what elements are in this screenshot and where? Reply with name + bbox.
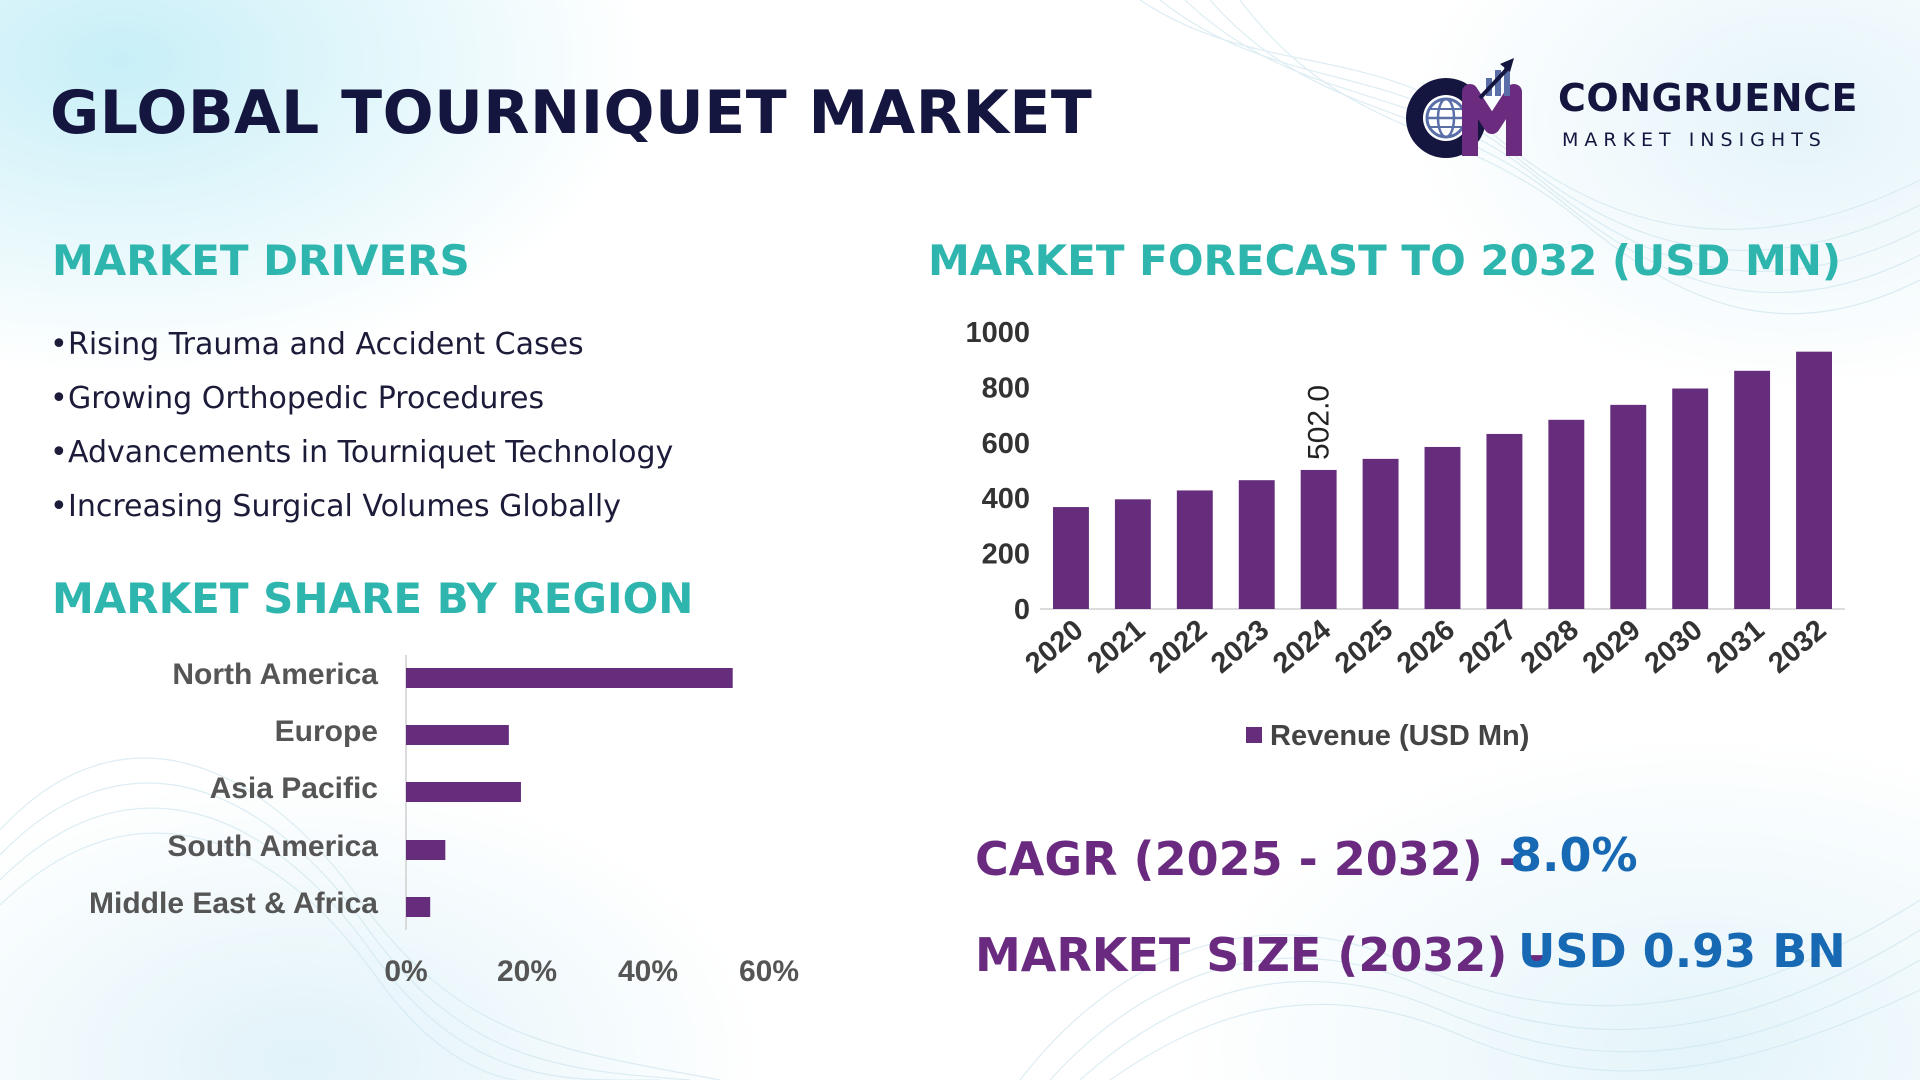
region-bar-middle-east-africa bbox=[406, 897, 431, 917]
forecast-ytick: 0 bbox=[1014, 594, 1030, 626]
region-tick-0: 0% bbox=[384, 955, 428, 988]
forecast-ytick: 800 bbox=[982, 372, 1030, 404]
region-label-south-america: South America bbox=[167, 830, 378, 863]
region-tick-40: 40% bbox=[617, 955, 679, 988]
region-label-europe: Europe bbox=[274, 715, 378, 748]
legend-label: Revenue (USD Mn) bbox=[1270, 720, 1529, 752]
logo-mark-icon bbox=[1406, 58, 1522, 158]
forecast-bar-2020 bbox=[1053, 507, 1089, 609]
forecast-bar-2032 bbox=[1796, 351, 1832, 609]
region-tick-60: 60% bbox=[738, 955, 800, 988]
region-bar-asia-pacific bbox=[406, 782, 521, 802]
forecast-xtick-2028: 2028 bbox=[1515, 614, 1585, 680]
forecast-bar-2023 bbox=[1238, 480, 1275, 609]
forecast-xtick-2022: 2022 bbox=[1143, 614, 1213, 680]
drivers-title: MARKET DRIVERS bbox=[52, 236, 470, 285]
market-size-value: USD 0.93 BN bbox=[1518, 924, 1846, 978]
region-bar-europe bbox=[406, 725, 509, 745]
forecast-ytick: 200 bbox=[982, 539, 1030, 571]
forecast-xtick-2024: 2024 bbox=[1267, 614, 1337, 680]
forecast-bar-2025 bbox=[1362, 458, 1399, 609]
region-label-north-america: North America bbox=[172, 658, 378, 691]
drivers-list: •Rising Trauma and Accident Cases •Growi… bbox=[50, 322, 673, 538]
brand-name: CONGRUENCE bbox=[1558, 76, 1858, 120]
forecast-xtick-2030: 2030 bbox=[1639, 614, 1709, 680]
forecast-bar-2024 bbox=[1300, 469, 1337, 609]
forecast-xtick-2026: 2026 bbox=[1391, 614, 1461, 680]
page-title: GLOBAL TOURNIQUET MARKET bbox=[50, 78, 1093, 148]
brand-tagline: MARKET INSIGHTS bbox=[1562, 129, 1827, 151]
cagr-value: 8.0% bbox=[1510, 828, 1638, 882]
forecast-ytick: 1000 bbox=[965, 317, 1030, 349]
legend-swatch bbox=[1246, 727, 1262, 743]
forecast-bar-2029 bbox=[1610, 404, 1647, 609]
market-size-label: MARKET SIZE (2032) – bbox=[975, 928, 1547, 982]
forecast-bar-2021 bbox=[1114, 499, 1151, 609]
forecast-xtick-2027: 2027 bbox=[1453, 614, 1523, 680]
region-label-asia-pacific: Asia Pacific bbox=[209, 772, 378, 805]
region-title: MARKET SHARE BY REGION bbox=[52, 574, 694, 623]
forecast-xtick-2023: 2023 bbox=[1205, 614, 1275, 680]
region-label-middle-east-africa: Middle East & Africa bbox=[89, 887, 378, 920]
forecast-xtick-2021: 2021 bbox=[1081, 614, 1151, 680]
forecast-title: MARKET FORECAST TO 2032 (USD MN) bbox=[928, 236, 1842, 285]
region-bar-south-america bbox=[406, 840, 446, 860]
forecast-data-label-2024: 502.0 bbox=[1303, 385, 1336, 460]
forecast-ytick: 400 bbox=[982, 483, 1030, 515]
forecast-bar-2026 bbox=[1424, 446, 1461, 609]
forecast-bar-2022 bbox=[1176, 490, 1213, 609]
driver-item: •Growing Orthopedic Procedures bbox=[50, 381, 545, 416]
forecast-xtick-2029: 2029 bbox=[1577, 614, 1647, 680]
brand-logo: CONGRUENCE MARKET INSIGHTS bbox=[1400, 54, 1870, 164]
driver-item: •Advancements in Tourniquet Technology bbox=[50, 435, 674, 470]
forecast-xtick-2032: 2032 bbox=[1763, 614, 1833, 680]
forecast-bar-2031 bbox=[1734, 370, 1771, 609]
forecast-bar-2030 bbox=[1672, 388, 1709, 609]
region-bar-north-america bbox=[406, 668, 733, 688]
forecast-bar-2027 bbox=[1486, 433, 1523, 609]
driver-item: •Increasing Surgical Volumes Globally bbox=[50, 489, 621, 524]
forecast-bar-2028 bbox=[1548, 419, 1585, 609]
cagr-label: CAGR (2025 - 2032) - bbox=[975, 832, 1518, 886]
forecast-xtick-2031: 2031 bbox=[1701, 614, 1771, 680]
region-tick-20: 20% bbox=[496, 955, 558, 988]
forecast-ytick: 600 bbox=[982, 428, 1030, 460]
forecast-xtick-2025: 2025 bbox=[1329, 614, 1399, 680]
driver-item: •Rising Trauma and Accident Cases bbox=[50, 327, 584, 362]
